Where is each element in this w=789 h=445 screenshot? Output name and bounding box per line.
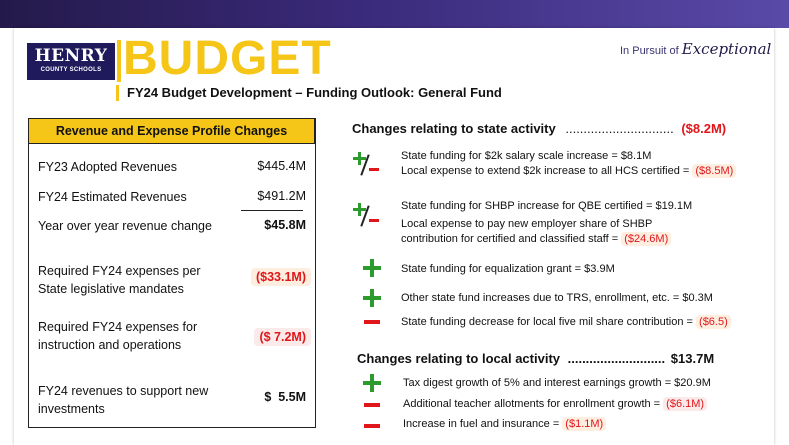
state-item-local-salary: Local expense to extend $2k increase to … [401, 164, 737, 179]
state-item-five-mil: State funding decrease for local five mi… [401, 315, 731, 330]
local-item-fuel-insurance: Increase in fuel and insurance = ($1.1M) [403, 417, 607, 432]
state-heading-dots: .............................. [565, 121, 674, 136]
state-item-local-salary-amount: ($8.5M) [692, 164, 737, 178]
top-banner [0, 0, 789, 28]
profile-label-fy24: FY24 Estimated Revenues [38, 190, 187, 204]
profile-value-yoy: $45.8M [264, 218, 306, 232]
state-item-contribution-amount: ($24.6M) [621, 232, 672, 246]
state-item-five-mil-amount: ($6.5) [696, 315, 731, 329]
minus-icon [364, 424, 380, 428]
state-item-contribution-text: contribution for certified and classifie… [401, 233, 622, 245]
state-item-five-mil-text: State funding decrease for local five mi… [401, 316, 697, 328]
local-section-heading: Changes relating to local activity .....… [357, 351, 714, 366]
profile-value-mandates: ($33.1M) [250, 268, 311, 286]
state-item-local-shbp: Local expense to pay new employer share … [401, 218, 653, 230]
minus-icon [364, 320, 380, 324]
profile-value-fy24: $491.2M [257, 189, 306, 203]
plus-minus-icon [353, 203, 379, 229]
tagline-script: Exceptional [681, 40, 772, 58]
profile-label-yoy: Year over year revenue change [38, 219, 212, 233]
local-item-teacher-amount: ($6.1M) [663, 397, 708, 411]
tagline: In Pursuit of Exceptional [620, 40, 771, 58]
state-total: ($8.2M) [681, 121, 727, 136]
state-item-shbp: State funding for SHBP increase for QBE … [401, 200, 693, 212]
minus-icon [364, 403, 380, 407]
local-item-fuel-text: Increase in fuel and insurance = [403, 418, 563, 430]
plus-icon [363, 259, 381, 277]
state-section-heading: Changes relating to state activity .....… [352, 121, 726, 136]
state-item-equalization: State funding for equalization grant = $… [401, 263, 615, 275]
local-item-fuel-amount: ($1.1M) [562, 417, 607, 431]
state-item-local-salary-text: Local expense to extend $2k increase to … [401, 165, 693, 177]
state-item-salary: State funding for $2k salary scale incre… [401, 150, 652, 162]
state-heading-text: Changes relating to state activity [352, 121, 556, 136]
state-item-local-shbp-contribution: contribution for certified and classifie… [401, 232, 672, 247]
profile-value-new-investments: $ 5.5M [264, 390, 306, 404]
plus-minus-icon [353, 152, 379, 178]
local-total: $13.7M [670, 351, 715, 366]
local-heading-dots: ........................... [567, 351, 666, 366]
local-heading-text: Changes relating to local activity [357, 351, 560, 366]
plus-icon [363, 374, 381, 392]
profile-value-fy23: $445.4M [257, 159, 306, 173]
profile-heading: Revenue and Expense Profile Changes [28, 118, 315, 144]
profile-label-instruction: Required FY24 expenses for instruction a… [38, 320, 198, 352]
profile-value-instruction: ($ 7.2M) [254, 328, 311, 346]
tagline-prefix: In Pursuit of [620, 45, 679, 57]
local-item-tax-digest: Tax digest growth of 5% and interest ear… [403, 377, 711, 389]
local-item-teacher-allotments: Additional teacher allotments for enroll… [403, 397, 708, 412]
gold-divider [117, 40, 121, 82]
state-item-trs: Other state fund increases due to TRS, e… [401, 292, 713, 304]
page-subtitle: FY24 Budget Development – Funding Outloo… [127, 85, 502, 100]
plus-icon [363, 289, 381, 307]
henry-county-schools-logo: HENRY COUNTY SCHOOLS [27, 43, 115, 80]
profile-label-new-investments: FY24 revenues to support new investments [38, 384, 209, 416]
sum-underline [241, 210, 303, 211]
profile-label-mandates: Required FY24 expenses per State legisla… [38, 264, 201, 296]
profile-label-fy23: FY23 Adopted Revenues [38, 160, 177, 174]
logo-line1: HENRY [34, 46, 108, 66]
local-item-teacher-text: Additional teacher allotments for enroll… [403, 398, 664, 410]
page-title: BUDGET [123, 32, 332, 85]
logo-line2: COUNTY SCHOOLS [40, 67, 102, 73]
subtitle-accent [116, 85, 119, 101]
